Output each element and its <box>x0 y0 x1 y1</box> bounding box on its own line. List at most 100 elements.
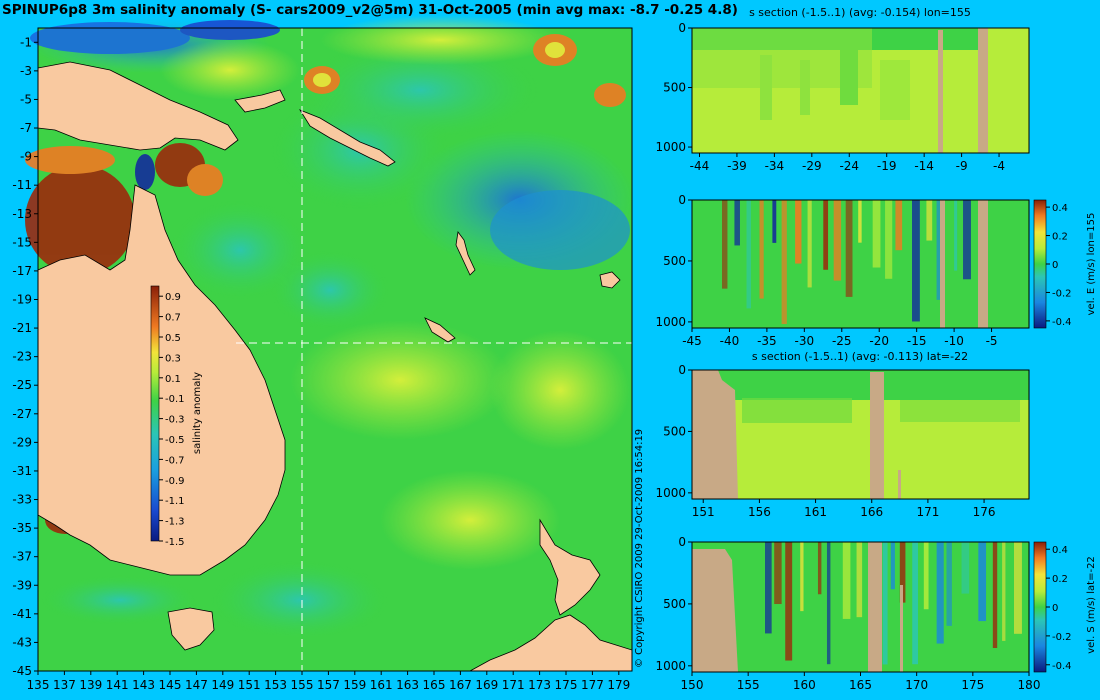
section-4-x-tick-label: 170 <box>905 678 928 692</box>
velocity-stripe <box>823 200 829 270</box>
velocity-stripe <box>800 542 804 612</box>
velocity-stripe <box>872 200 881 268</box>
map-x-tick-label: 137 <box>53 678 76 692</box>
map-x-tick-label: 145 <box>159 678 182 692</box>
salinity-colorbar-tick-label: 0.7 <box>165 313 181 324</box>
section-4-colorbar-tick-label: 0.2 <box>1052 574 1068 585</box>
section-3-x-tick-label: 161 <box>804 505 827 519</box>
section-2-x-tick-label: -25 <box>832 334 852 348</box>
velocity-stripe <box>858 200 862 243</box>
section-4-colorbar-label: vel. S (m/s) lat=-22 <box>1086 556 1097 654</box>
map-x-tick-label: 135 <box>27 678 50 692</box>
map-y-tick-label: -9 <box>20 150 32 164</box>
section-1-y-tick-label: 500 <box>663 81 686 95</box>
section-3-y-tick-label: 500 <box>663 424 686 438</box>
section-2-x-tick-label: -35 <box>757 334 777 348</box>
section-2-x-tick-label: -45 <box>682 334 702 348</box>
new-guinea-land <box>37 61 239 151</box>
velocity-stripe <box>912 200 920 322</box>
velocity-stripe <box>923 542 929 610</box>
section-panel-1: s section (-1.5..1) (avg: -0.154) lon=15… <box>655 6 1030 173</box>
velocity-stripe <box>890 542 895 590</box>
section-4-y-tick-label: 500 <box>663 597 686 611</box>
velocity-stripe <box>1002 542 1006 641</box>
salinity-colorbar-tick-label: -0.9 <box>165 476 185 487</box>
velocity-stripe <box>722 200 728 289</box>
map-y-tick-label: -13 <box>12 207 32 221</box>
map-y-tick-label: -25 <box>12 378 32 392</box>
velocity-stripe <box>845 200 853 297</box>
section-4-ticks: 150 155 160 165 170 175 180 0 500 1000 <box>655 535 1040 692</box>
map-x-tick-label: 167 <box>449 678 472 692</box>
section-1-x-tick-label: -14 <box>914 159 934 173</box>
new-britain-land <box>234 89 286 113</box>
velocity-stripe <box>856 542 863 618</box>
section-4-x-tick-label: 180 <box>1018 678 1041 692</box>
section-4-x-tick-label: 165 <box>849 678 872 692</box>
section-2-x-tick-label: -5 <box>986 334 998 348</box>
salinity-colorbar-tick-label: -1.1 <box>165 496 185 507</box>
velocity-stripe <box>734 200 740 246</box>
section-3-x-tick-label: 166 <box>860 505 883 519</box>
velocity-stripe <box>772 200 777 243</box>
velocity-stripe <box>817 542 822 595</box>
section-1-x-tick-label: -44 <box>690 159 710 173</box>
velocity-stripe <box>899 542 906 603</box>
velocity-stripe <box>765 542 772 634</box>
section-3-y-tick-label: 1000 <box>655 486 686 500</box>
velocity-stripe <box>912 542 918 665</box>
map-y-tick-label: -27 <box>12 407 32 421</box>
map-y-tick-label: -19 <box>12 292 32 306</box>
velocity-stripe <box>759 200 764 299</box>
section-3-x-tick-label: 171 <box>916 505 939 519</box>
section-3-y-tick-label: 0 <box>678 363 686 377</box>
map-x-tick-label: 163 <box>396 678 419 692</box>
velocity-stripe <box>746 200 751 309</box>
section-4-colorbar-tick-label: 0.4 <box>1052 545 1068 556</box>
section-panel-4: 150 155 160 165 170 175 180 0 500 1000 0.4 0.2 0 -0.… <box>655 535 1097 692</box>
map-x-ticks: 135 137 139 141 143 145 147 149 151 153 155 157 159 1… <box>27 671 630 692</box>
velocity-stripe <box>833 200 842 281</box>
section-panel-3: s section (-1.5..1) (avg: -0.113) lat=-2… <box>655 350 1030 519</box>
map-y-tick-label: -45 <box>12 664 32 678</box>
section-3-x-tick-label: 156 <box>748 505 771 519</box>
map-x-tick-label: 155 <box>291 678 314 692</box>
section-1-y-tick-label: 0 <box>678 21 686 35</box>
map-y-tick-label: -33 <box>12 493 32 507</box>
section-2-colorbar-ticks: 0.4 0.2 0 -0.2 -0.4 <box>1046 203 1072 328</box>
australia-land <box>37 184 286 576</box>
map-y-tick-label: -7 <box>20 121 32 135</box>
velocity-stripe <box>954 200 958 271</box>
section-4-x-tick-label: 150 <box>681 678 704 692</box>
salinity-colorbar-tick-label: 0.5 <box>165 333 181 344</box>
section-4-x-tick-label: 160 <box>793 678 816 692</box>
section-1-x-tick-label: -29 <box>802 159 822 173</box>
map-y-tick-label: -5 <box>20 92 32 106</box>
salinity-colorbar-ticks: 0.9 0.7 0.5 0.3 0.1 -0.1 -0.3 -0.5 -0.7 -0.9 -1.1 -… <box>159 292 185 548</box>
velocity-stripe <box>992 542 998 649</box>
salinity-colorbar-tick-label: -0.3 <box>165 415 185 426</box>
section-2-y-tick-label: 1000 <box>655 315 686 329</box>
map-panel: 135 137 139 141 143 145 147 149 151 153 155 157 159 1… <box>12 15 635 692</box>
section-3-x-tick-label: 151 <box>692 505 715 519</box>
section-2-colorbar-tick-label: -0.4 <box>1052 317 1072 328</box>
section-1-x-tick-label: -19 <box>877 159 897 173</box>
map-x-tick-label: 175 <box>555 678 578 692</box>
salinity-colorbar-tick-label: -0.7 <box>165 455 185 466</box>
salinity-colorbar-tick-label: 0.3 <box>165 353 181 364</box>
velocity-stripe <box>936 542 944 644</box>
section-4-y-tick-label: 1000 <box>655 659 686 673</box>
velocity-stripe <box>885 200 893 279</box>
map-y-tick-label: -23 <box>12 350 32 364</box>
map-y-tick-label: -29 <box>12 435 32 449</box>
section-2-colorbar-tick-label: 0.4 <box>1052 203 1068 214</box>
section-1-x-tick-label: -34 <box>765 159 785 173</box>
section-1-title: s section (-1.5..1) (avg: -0.154) lon=15… <box>749 6 971 19</box>
section-2-y-tick-label: 0 <box>678 193 686 207</box>
map-x-tick-label: 161 <box>370 678 393 692</box>
new-zealand-north-land <box>539 518 601 616</box>
map-y-tick-label: -17 <box>12 264 32 278</box>
tasmania-land <box>167 607 215 651</box>
velocity-stripe <box>785 542 793 661</box>
